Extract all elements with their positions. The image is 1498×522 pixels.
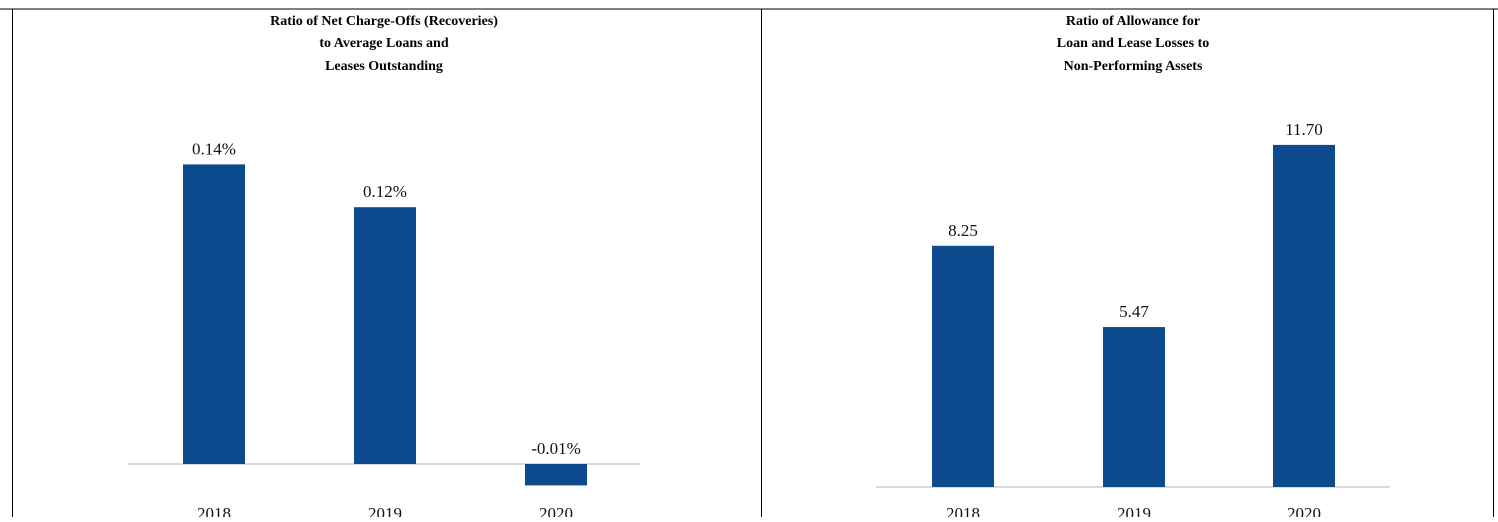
x-tick-label: 2020 [1287,504,1321,517]
bar-series: 0.14% 2018 0.12% 2019 -0.01% 2020 [183,139,587,522]
bar-2018 [932,245,994,487]
x-tick-label: 2019 [368,504,402,517]
chart-title-line-1: Ratio of Allowance for [1066,14,1200,29]
chart-title-line-2: to Average Loans and [319,36,448,51]
bar-2019 [354,207,416,464]
bar-value-label: 0.12% [363,182,407,201]
x-tick-label: 2020 [539,504,573,517]
bar-value-label: 11.70 [1285,120,1323,139]
x-tick-label: 2018 [946,504,980,517]
chart-title-line-3: Non-Performing Assets [1064,59,1203,74]
bar-value-label: 5.47 [1119,302,1149,321]
chart-title-line-2: Loan and Lease Losses to [1057,36,1209,51]
bar-2018 [183,164,245,464]
bar-value-label: 8.25 [948,221,978,240]
chart-allowance-ratio: Ratio of Allowance for Loan and Lease Lo… [876,14,1390,522]
bar-value-label: -0.01% [531,439,581,458]
bar-series: 8.25 2018 5.47 2019 11.70 2020 [932,120,1335,522]
x-tick-label: 2019 [1117,504,1151,517]
bar-2020 [525,464,587,486]
bar-2020 [1273,144,1335,487]
x-tick-label: 2018 [197,504,231,517]
chart-title-line-1: Ratio of Net Charge-Offs (Recoveries) [270,14,498,29]
chart-net-charge-offs: Ratio of Net Charge-Offs (Recoveries) to… [128,14,640,522]
bar-value-label: 0.14% [192,139,236,158]
bar-2019 [1103,327,1165,487]
chart-title-line-3: Leases Outstanding [325,59,443,74]
